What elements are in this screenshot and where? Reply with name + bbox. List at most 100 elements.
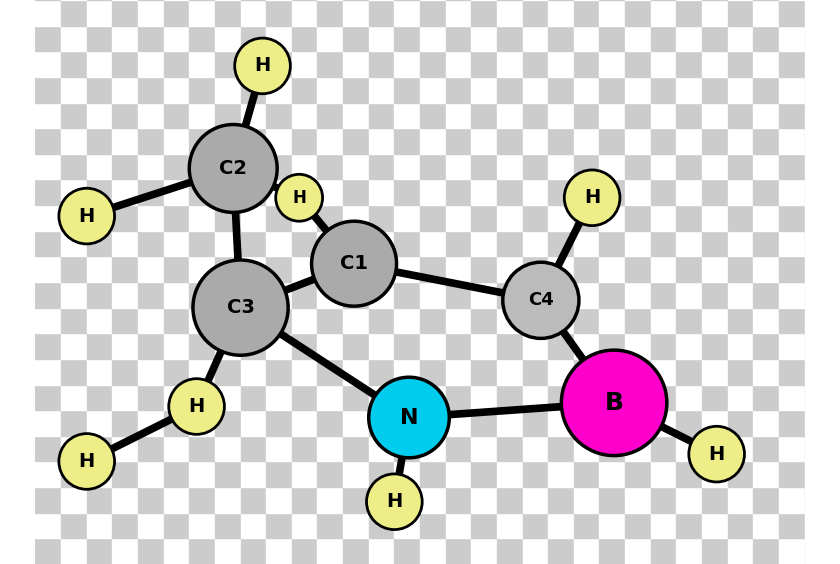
Text: H: H (386, 492, 402, 511)
Bar (702, 179, 727, 205)
Bar (87, 436, 113, 461)
Bar (61, 205, 87, 231)
Bar (420, 205, 446, 231)
Bar (702, 359, 727, 385)
Bar (35, 410, 61, 436)
Bar (420, 77, 446, 103)
Bar (369, 513, 394, 539)
Bar (600, 385, 625, 410)
Bar (394, 436, 420, 461)
Bar (291, 307, 318, 333)
Bar (113, 154, 138, 179)
Circle shape (561, 350, 667, 456)
Bar (87, 282, 113, 307)
Bar (471, 128, 497, 154)
Bar (446, 282, 471, 307)
Bar (189, 513, 215, 539)
Bar (240, 103, 266, 128)
Bar (189, 282, 215, 307)
Bar (753, 385, 779, 410)
Bar (189, 410, 215, 436)
Bar (343, 487, 369, 513)
Bar (625, 436, 651, 461)
Bar (318, 333, 343, 359)
Bar (471, 333, 497, 359)
Bar (215, 539, 240, 564)
Circle shape (276, 174, 323, 221)
Bar (446, 539, 471, 564)
Bar (369, 128, 394, 154)
Bar (394, 0, 420, 25)
Bar (87, 25, 113, 51)
Bar (291, 539, 318, 564)
Bar (625, 0, 651, 25)
Bar (113, 410, 138, 436)
Bar (651, 333, 676, 359)
Bar (266, 128, 291, 154)
Bar (497, 179, 522, 205)
Bar (369, 539, 394, 564)
Bar (600, 282, 625, 307)
Bar (549, 179, 574, 205)
Bar (343, 333, 369, 359)
Bar (522, 257, 549, 282)
Bar (369, 257, 394, 282)
Text: H: H (292, 189, 306, 207)
Bar (164, 487, 189, 513)
Bar (446, 385, 471, 410)
Bar (35, 0, 61, 25)
Bar (164, 539, 189, 564)
Bar (164, 103, 189, 128)
Bar (215, 461, 240, 487)
Bar (369, 0, 394, 25)
Bar (549, 410, 574, 436)
Bar (446, 487, 471, 513)
Bar (651, 539, 676, 564)
Bar (189, 179, 215, 205)
Circle shape (169, 378, 224, 434)
Bar (215, 103, 240, 128)
Bar (805, 436, 830, 461)
Bar (625, 333, 651, 359)
Bar (61, 487, 87, 513)
Bar (727, 103, 753, 128)
Bar (240, 513, 266, 539)
Bar (471, 179, 497, 205)
Bar (471, 0, 497, 25)
Bar (343, 231, 369, 257)
Bar (164, 461, 189, 487)
Bar (676, 487, 702, 513)
Bar (522, 461, 549, 487)
Bar (779, 539, 805, 564)
Bar (625, 359, 651, 385)
Bar (676, 179, 702, 205)
Bar (291, 282, 318, 307)
Bar (446, 333, 471, 359)
Bar (61, 0, 87, 25)
Circle shape (689, 426, 744, 482)
Bar (113, 513, 138, 539)
Bar (113, 307, 138, 333)
Bar (113, 539, 138, 564)
Bar (625, 410, 651, 436)
Bar (779, 154, 805, 179)
Bar (676, 103, 702, 128)
Bar (266, 487, 291, 513)
Bar (343, 0, 369, 25)
Bar (727, 359, 753, 385)
Bar (35, 128, 61, 154)
Bar (87, 257, 113, 282)
Bar (189, 436, 215, 461)
Bar (574, 333, 600, 359)
Bar (369, 179, 394, 205)
Bar (61, 103, 87, 128)
Bar (574, 231, 600, 257)
Bar (394, 410, 420, 436)
Bar (522, 51, 549, 77)
Bar (805, 410, 830, 436)
Bar (420, 179, 446, 205)
Bar (318, 77, 343, 103)
Text: H: H (79, 452, 95, 471)
Bar (138, 539, 164, 564)
Text: H: H (708, 444, 725, 464)
